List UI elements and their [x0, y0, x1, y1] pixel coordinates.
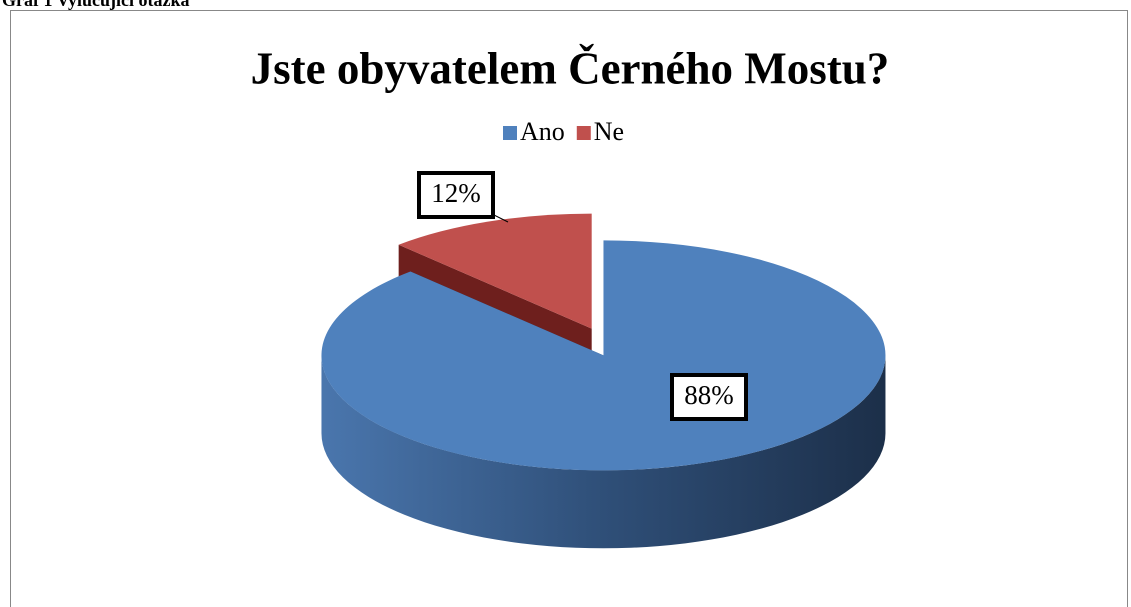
- legend-label: Ne: [594, 117, 624, 146]
- caption: Graf 1 Vylučující otázka: [2, 0, 190, 10]
- data-label-box: [417, 171, 495, 219]
- chart-title: Jste obyvatelem Černého Mostu?: [251, 43, 890, 93]
- data-label-box: [670, 373, 748, 421]
- legend-label: Ano: [520, 117, 565, 146]
- data-label: 88%: [684, 380, 734, 410]
- slice: [398, 213, 592, 329]
- legend-swatch: [503, 126, 517, 140]
- legend-swatch: [576, 126, 591, 140]
- slice: [321, 240, 886, 471]
- data-label: 12%: [431, 178, 481, 208]
- slice-side: [321, 355, 886, 549]
